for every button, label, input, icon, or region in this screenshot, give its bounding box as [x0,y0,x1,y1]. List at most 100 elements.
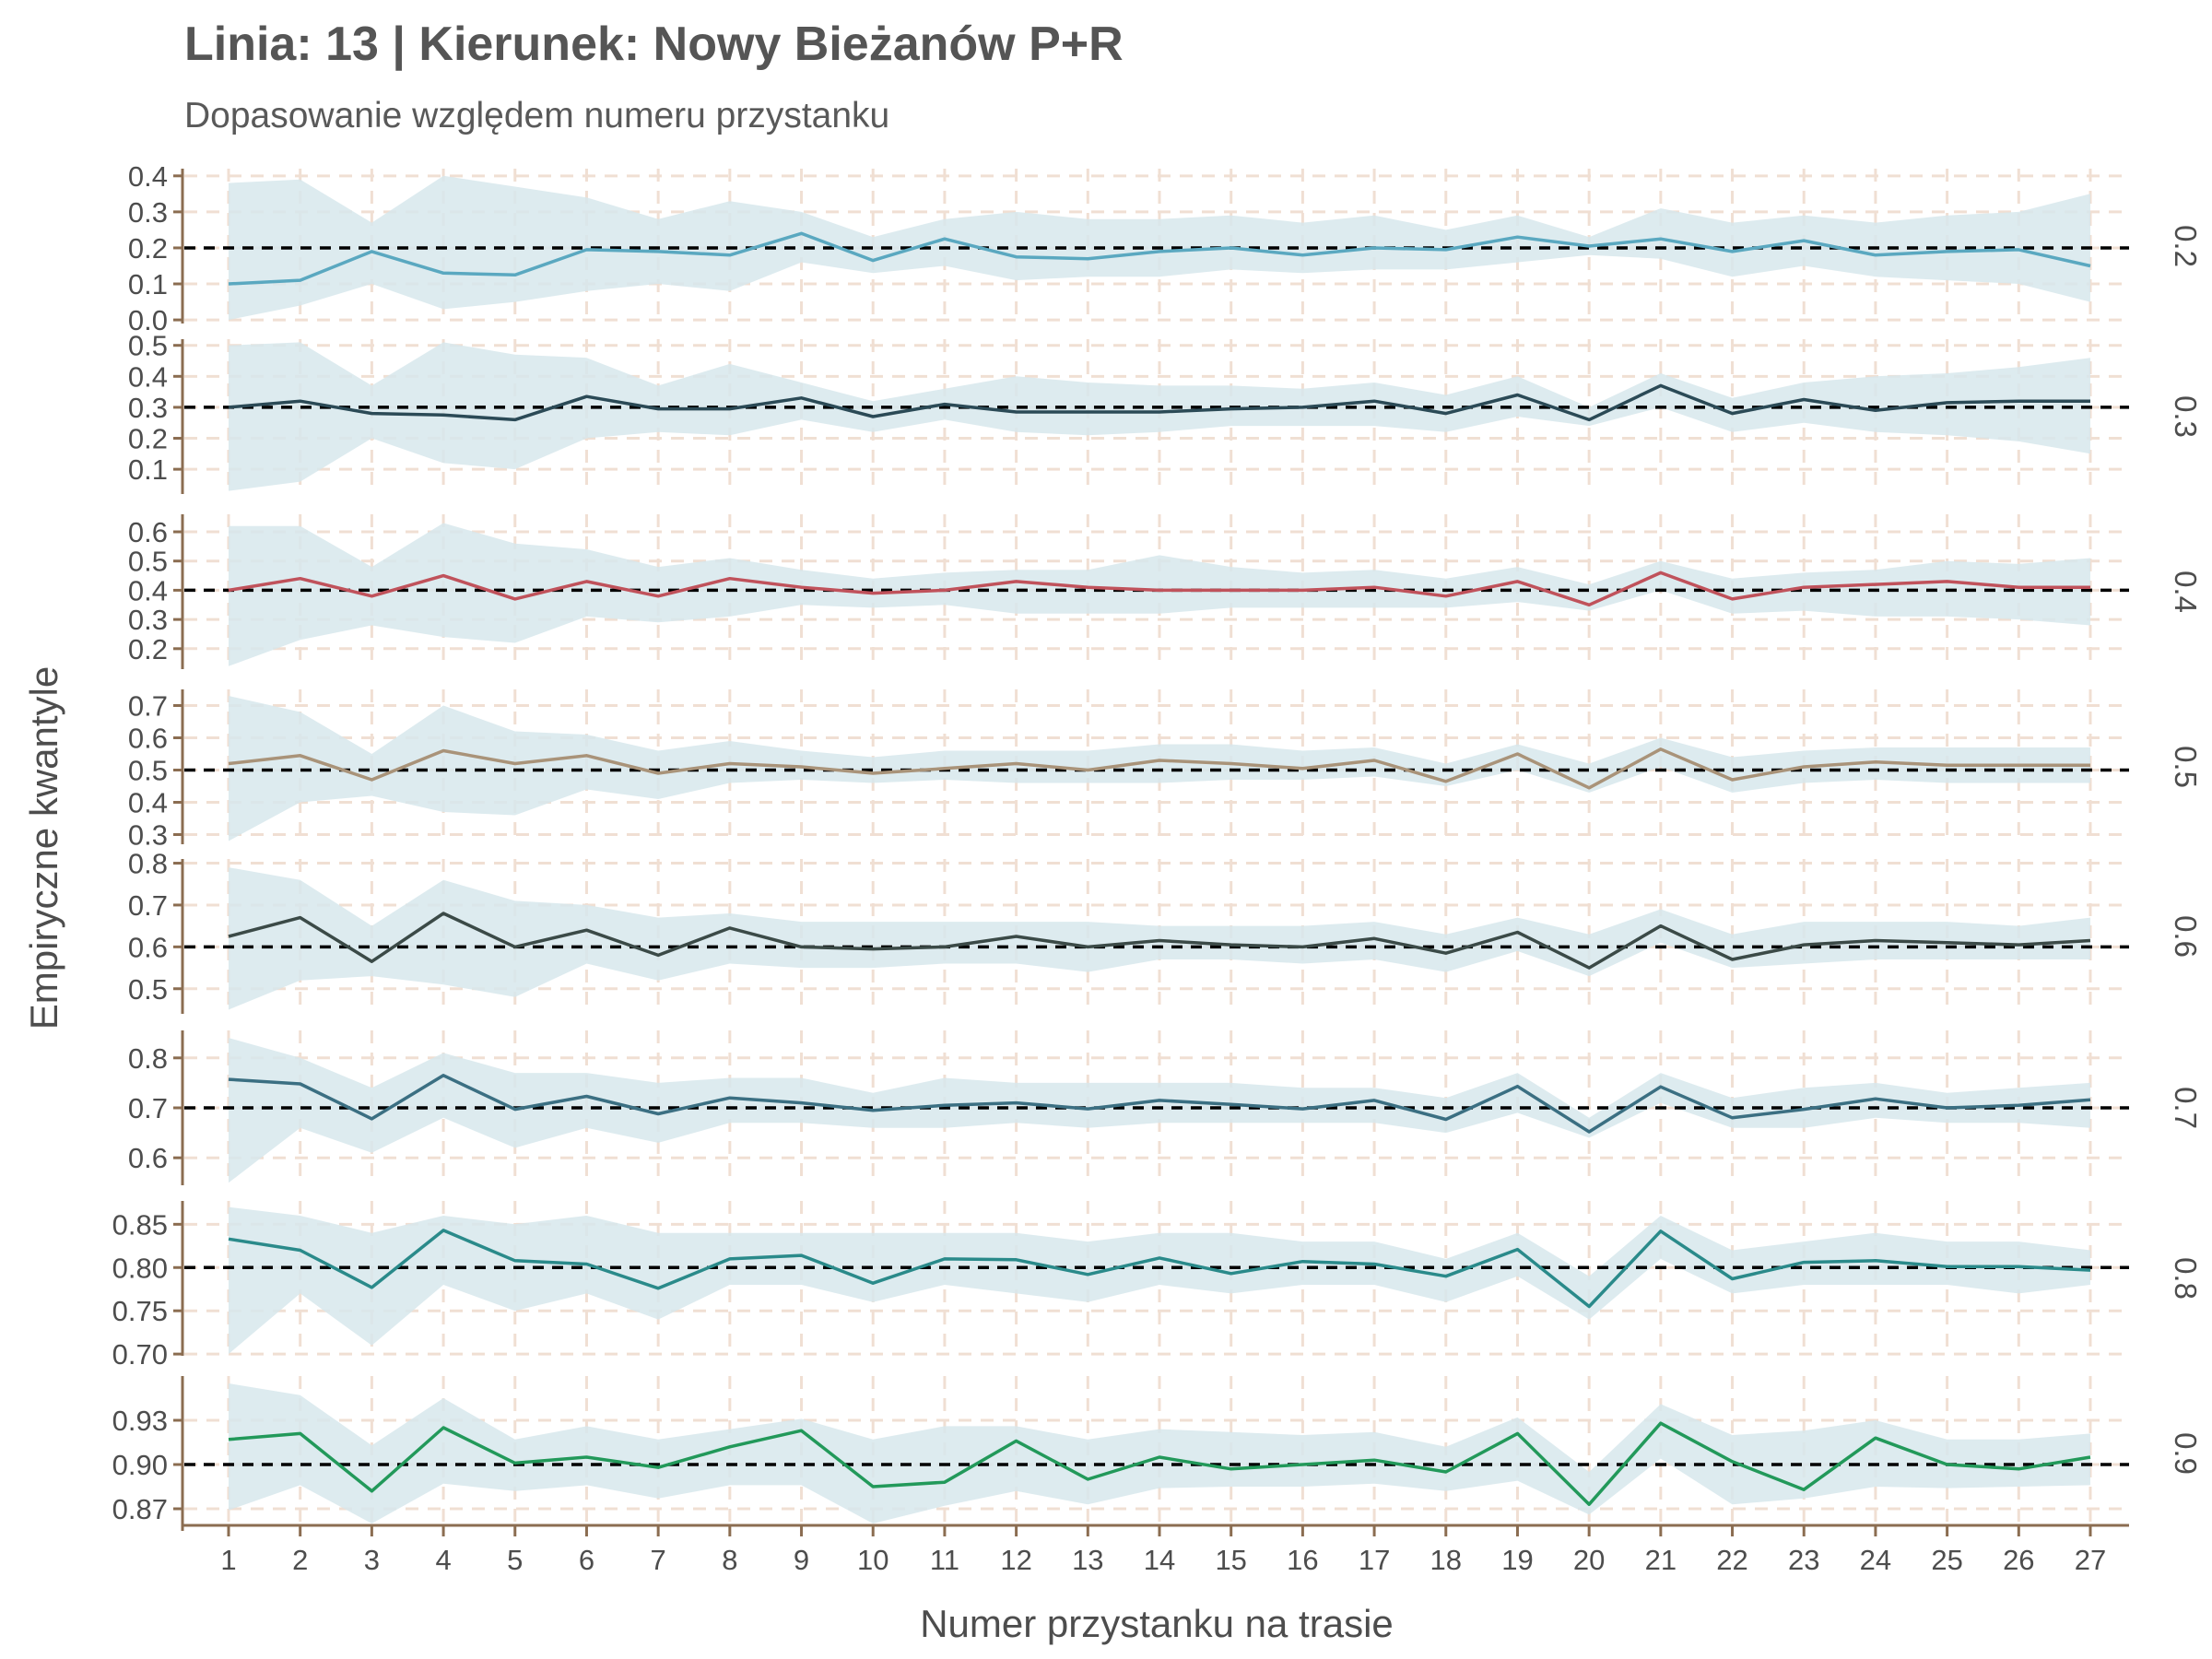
data-point [1372,1263,1376,1266]
x-tick-label: 17 [1359,1544,1390,1576]
y-tick-label: 0.5 [128,546,168,578]
data-point [1802,765,1806,769]
data-point [513,273,517,276]
data-point [1587,418,1591,421]
data-point [1515,580,1519,583]
data-point [943,237,947,241]
data-point [1086,769,1089,772]
facet-strip-label: 0.9 [2169,1432,2203,1475]
data-point [370,412,373,416]
data-point [800,1429,804,1432]
data-point [800,1253,804,1257]
data-point [370,1489,373,1493]
data-point [1515,1085,1519,1088]
facet-panel-0.3: 0.10.20.30.40.50.3 [128,330,2203,494]
data-point [1230,588,1233,592]
data-point [800,396,804,400]
y-tick-label: 0.1 [128,268,168,300]
y-tick-label: 0.7 [128,690,168,723]
data-point [441,912,445,915]
data-point [1659,924,1663,928]
x-tick-label: 4 [435,1544,451,1576]
data-point [1515,1248,1519,1252]
x-tick-label: 5 [507,1544,523,1576]
x-tick-label: 25 [1931,1544,1962,1576]
data-point [656,594,660,598]
data-point [728,762,732,766]
data-point [656,953,660,957]
data-point [227,1438,230,1441]
data-point [943,588,947,592]
data-point [1158,759,1161,762]
y-tick-label: 0.87 [112,1493,168,1525]
data-point [2017,1265,2020,1268]
data-point [227,406,230,409]
data-point [1731,778,1735,782]
data-point [227,282,230,286]
data-point [1444,1470,1448,1474]
x-tick-label: 24 [1860,1544,1891,1576]
data-point [1659,747,1663,751]
data-point [1300,1463,1304,1466]
data-point [1946,401,1949,405]
data-point [1515,1431,1519,1435]
data-point [299,1248,302,1252]
series-line-0.4 [228,571,2090,607]
data-point [227,935,230,938]
x-tick-label: 13 [1072,1544,1103,1576]
x-tick-label: 18 [1430,1544,1462,1576]
data-point [1086,1477,1089,1481]
data-point [1659,1421,1663,1425]
y-tick-label: 0.7 [128,889,168,922]
data-point [1515,752,1519,756]
facet-strip-label: 0.6 [2169,915,2203,958]
data-point [1802,239,1806,242]
facet-strip-label: 0.3 [2169,395,2203,438]
data-point [871,592,875,595]
data-point [2088,264,2092,267]
data-point [1802,398,1806,402]
x-tick-label: 3 [364,1544,380,1576]
data-point [1444,1117,1448,1121]
facet-panel-0.9: 0.87 0.90 0.93 0.9 [112,1376,2203,1531]
data-point [943,1257,947,1261]
data-point [1731,412,1735,416]
data-point [1086,1107,1089,1111]
data-point [2017,1103,2020,1107]
data-point [1802,1108,1806,1112]
data-point [800,945,804,948]
y-tick-label: 0.4 [128,360,168,393]
data-point [1086,945,1089,948]
data-point [1587,244,1591,248]
data-point [1515,930,1519,934]
data-point [299,754,302,758]
data-point [1659,237,1663,241]
series-line-0.5 [228,747,2090,790]
data-point [1230,762,1233,766]
series-line-0.2 [228,231,2091,286]
data-point [441,1074,445,1077]
x-tick-label: 27 [2075,1544,2106,1576]
x-tick-label: 7 [651,1544,666,1576]
data-point [800,231,804,235]
data-point [1659,383,1663,387]
x-tick-label: 19 [1501,1544,1533,1576]
data-point [1300,767,1304,771]
series-line-0.9 [228,1421,2091,1506]
data-point [1444,1275,1448,1278]
data-point [1946,763,1949,767]
series-line-0.6 [228,912,2091,970]
data-point [1587,786,1591,790]
data-point [227,588,230,592]
y-tick-label: 0.7 [128,1092,168,1124]
data-point [299,1082,302,1086]
data-point [1300,1107,1304,1111]
data-point [441,574,445,578]
data-point [1731,250,1735,253]
y-tick-label: 0.1 [128,453,168,486]
data-point [1015,762,1018,766]
x-tick-label: 16 [1287,1544,1318,1576]
data-point [1015,580,1018,583]
data-point [2088,1455,2092,1459]
